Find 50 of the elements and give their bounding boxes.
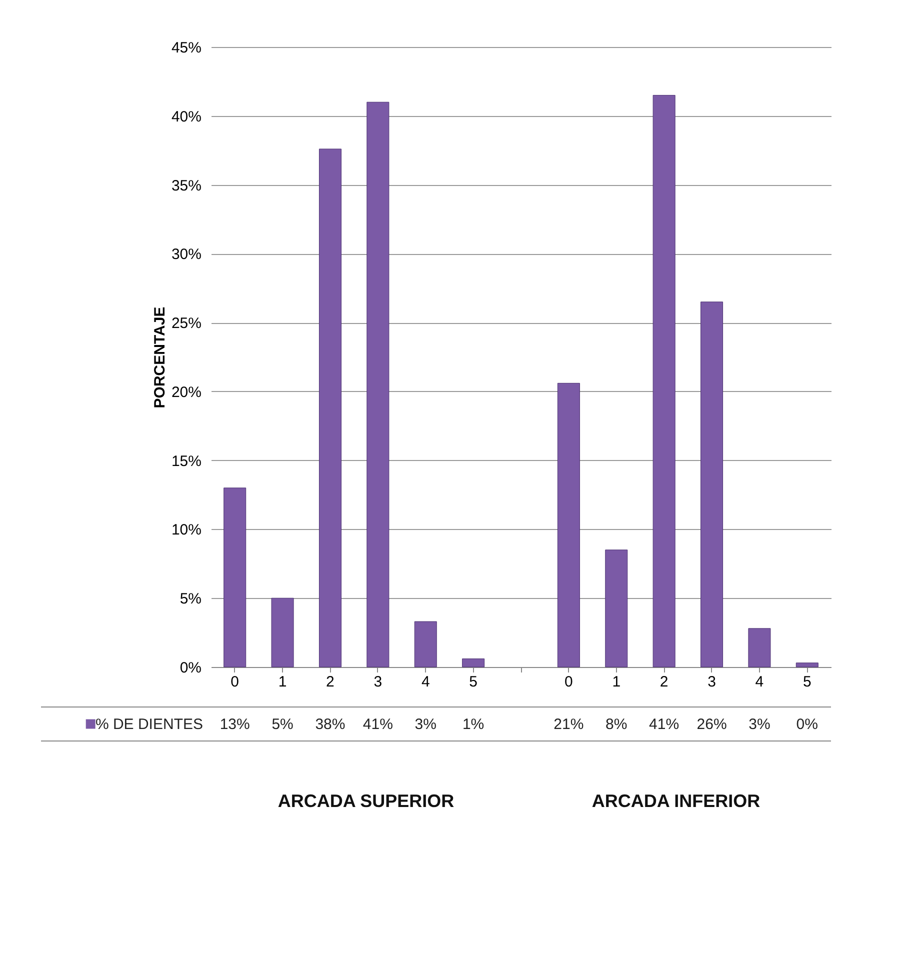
bar	[748, 628, 771, 668]
x-tick-label: 2	[660, 674, 668, 690]
bar	[224, 488, 246, 668]
data-label: 1%	[462, 716, 484, 733]
data-label: 0%	[796, 716, 818, 733]
data-label: 41%	[649, 716, 680, 733]
data-label: 26%	[696, 716, 727, 733]
data-label: 13%	[220, 716, 250, 733]
y-tick-label: 35%	[171, 177, 202, 194]
x-tick-label: 3	[708, 674, 716, 690]
data-label: 3%	[414, 716, 436, 733]
x-tick-label: 1	[278, 674, 287, 690]
data-label: 41%	[362, 716, 393, 733]
x-tick-label: 3	[374, 674, 382, 690]
bar	[605, 550, 628, 668]
y-tick-label: 25%	[171, 315, 202, 332]
bar	[700, 302, 724, 668]
text: ARCADA INFERIOR	[592, 791, 760, 811]
text: ARCADA SUPERIOR	[278, 791, 454, 811]
y-tick-label: 10%	[171, 522, 202, 539]
data-label: 8%	[606, 716, 628, 733]
bar	[462, 658, 485, 668]
y-axis-title: PORCENTAJE	[151, 306, 168, 408]
x-tick-label: 5	[469, 674, 478, 690]
x-tick-label: 4	[421, 674, 430, 690]
y-tick-label: 45%	[171, 40, 202, 56]
x-tick-label: 1	[612, 674, 621, 690]
bar	[796, 662, 818, 668]
legend-label: % DE DIENTES	[95, 716, 203, 733]
bar	[414, 621, 437, 668]
data-label: 5%	[272, 716, 294, 733]
bar	[318, 148, 342, 668]
x-tick-label: 0	[564, 674, 573, 690]
y-tick-label: 30%	[171, 246, 202, 264]
x-tick-label: 5	[802, 674, 812, 690]
data-label: 3%	[748, 716, 770, 733]
data-label: 21%	[554, 716, 584, 733]
bar	[366, 102, 390, 668]
y-tick-label: 0%	[180, 660, 202, 676]
y-tick-label: 20%	[171, 384, 202, 401]
bar	[271, 598, 294, 668]
x-tick-label: 0	[230, 674, 240, 690]
x-tick-label: 4	[755, 674, 764, 690]
bar	[652, 94, 676, 668]
bar	[557, 382, 580, 668]
x-tick-label: 2	[326, 674, 334, 690]
y-tick-label: 5%	[180, 590, 202, 608]
y-tick-label: 15%	[171, 452, 202, 470]
y-tick-label: 40%	[171, 108, 202, 126]
data-label: 38%	[315, 716, 346, 733]
